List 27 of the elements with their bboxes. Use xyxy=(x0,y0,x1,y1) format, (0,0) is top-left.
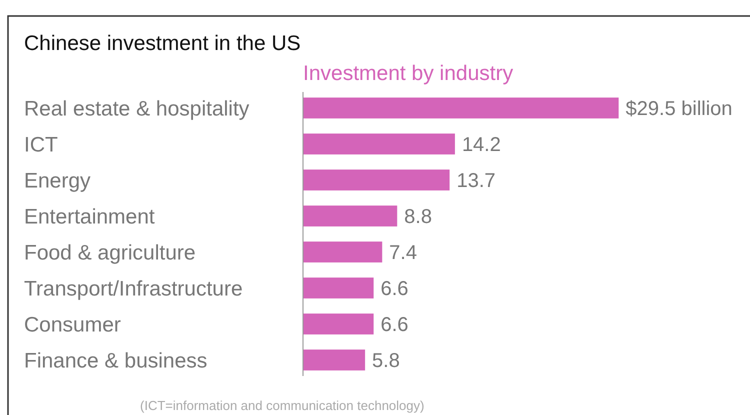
chart-subtitle: Investment by industry xyxy=(303,62,514,85)
data-label: 14.2 xyxy=(462,134,501,156)
bar xyxy=(303,134,455,154)
bar xyxy=(303,170,450,190)
bar xyxy=(303,242,382,262)
text: (ICT=information and communication technology) xyxy=(140,398,424,413)
bar xyxy=(303,314,374,334)
y-tick-label: ICT xyxy=(24,133,58,156)
y-tick-label: Finance & business xyxy=(24,349,208,372)
data-label: 8.8 xyxy=(404,206,432,228)
data-label: $29.5 billion xyxy=(626,98,732,120)
data-label: 13.7 xyxy=(456,170,496,192)
y-tick-label: Entertainment xyxy=(24,205,155,228)
y-tick-label: Consumer xyxy=(24,313,121,336)
data-label: 6.6 xyxy=(380,314,408,336)
bar xyxy=(303,98,619,118)
data-label: 6.6 xyxy=(380,278,408,300)
bar xyxy=(303,206,398,226)
bar xyxy=(303,350,366,370)
y-tick-label: Transport/Infrastructure xyxy=(24,277,243,300)
chart-title: Chinese investment in the US xyxy=(24,32,301,55)
data-label: 7.4 xyxy=(389,242,417,264)
y-tick-label: Real estate & hospitality xyxy=(24,97,250,120)
y-tick-label: Food & agriculture xyxy=(24,241,196,264)
bar xyxy=(303,278,374,298)
y-tick-label: Energy xyxy=(24,169,92,192)
data-label: 5.8 xyxy=(372,350,400,372)
